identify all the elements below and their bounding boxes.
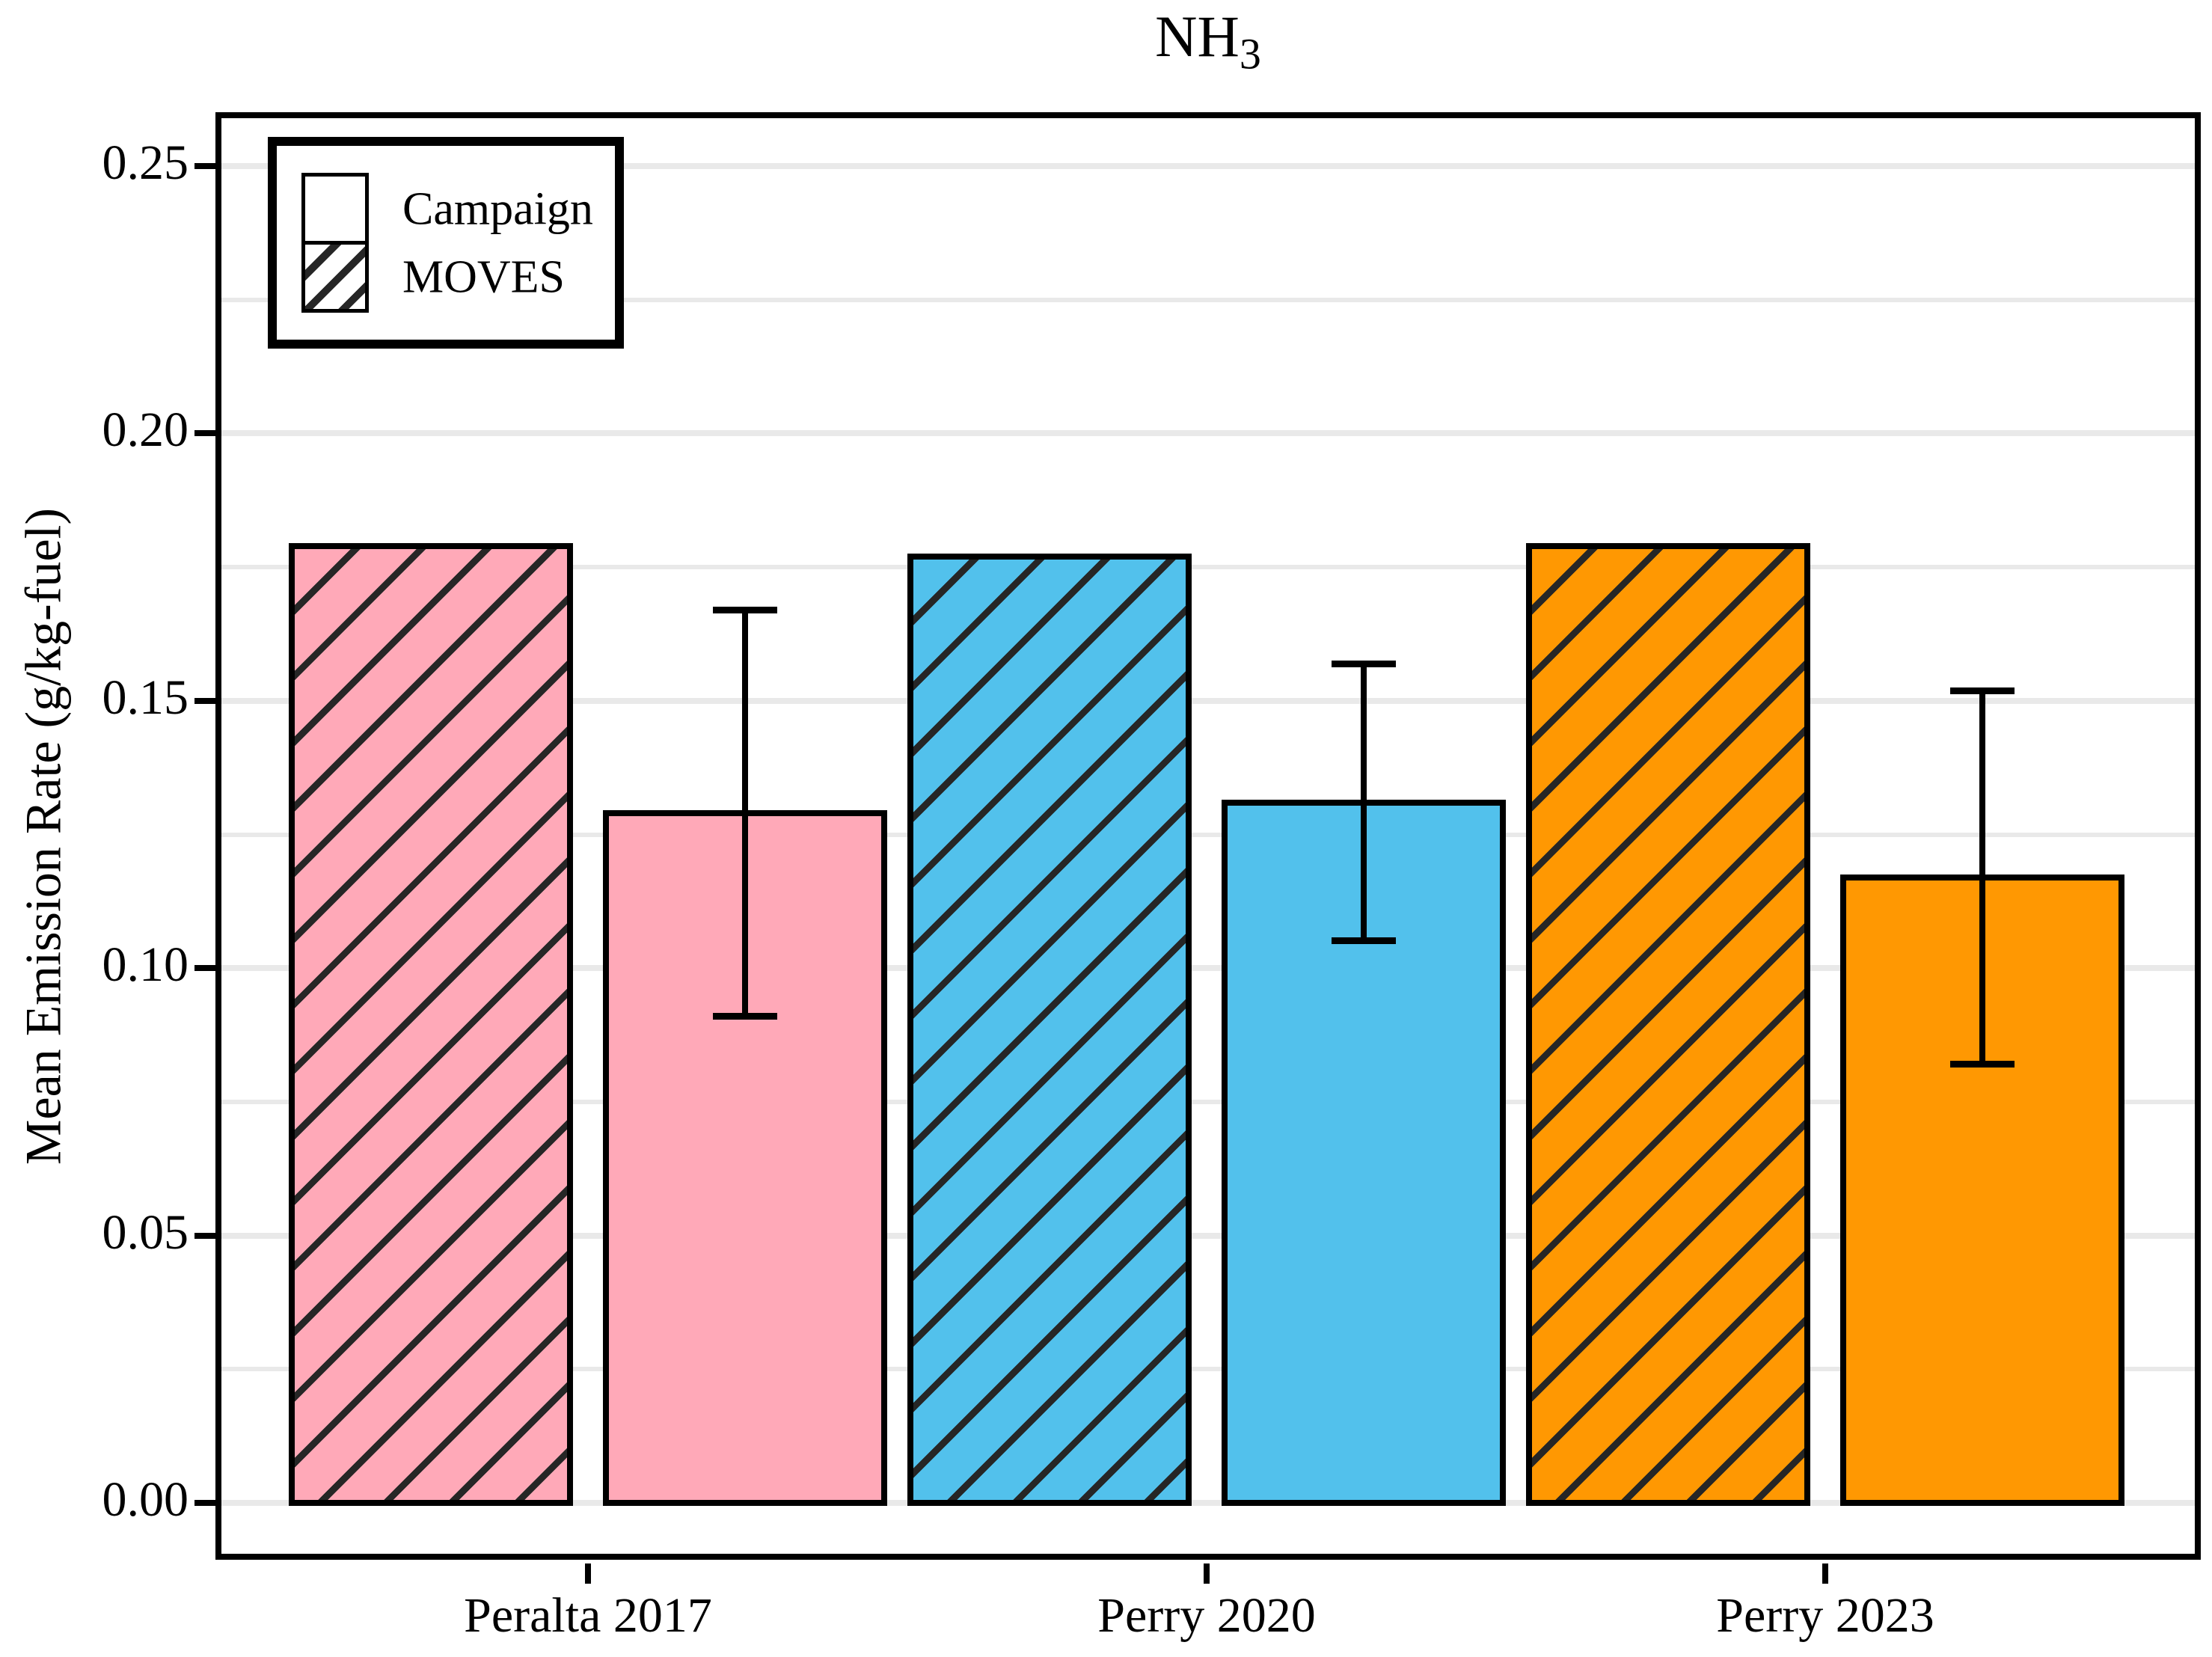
legend-label-campaign: Campaign <box>402 183 593 235</box>
y-axis-label: Mean Emission Rate (g/kg-fuel) <box>14 507 72 1166</box>
bar-moves-peralta-2017 <box>289 542 573 1506</box>
bar-moves-perry-2020 <box>907 553 1192 1506</box>
minor-gridline <box>221 565 2195 570</box>
minor-gridline <box>221 1099 2195 1104</box>
error-bar-cap-bottom-perry-2020 <box>1332 937 1396 945</box>
y-axis-tick <box>194 697 215 704</box>
error-bar-line-perry-2023 <box>1979 690 1985 1065</box>
y-axis-tick <box>194 163 215 169</box>
major-gridline <box>221 163 2195 169</box>
chart-title: NH3 <box>1155 4 1261 78</box>
y-axis-tick-label: 0.05 <box>102 1204 189 1260</box>
major-gridline <box>221 1500 2195 1506</box>
bar-campaign-peralta-2017 <box>603 809 887 1506</box>
major-gridline <box>221 430 2195 437</box>
y-axis-tick-label: 0.25 <box>102 135 189 191</box>
x-axis-tick-label-perry-2020: Perry 2020 <box>1097 1588 1316 1643</box>
x-axis-tick-label-perry-2023: Perry 2023 <box>1716 1588 1934 1643</box>
y-axis-tick <box>194 430 215 437</box>
minor-gridline <box>221 1367 2195 1372</box>
chart-title-main: NH <box>1155 4 1240 69</box>
legend: Campaign MOVES <box>268 137 624 349</box>
y-axis-tick <box>194 965 215 972</box>
legend-swatch-moves-hatched <box>301 241 369 313</box>
x-axis-tick <box>1822 1563 1828 1584</box>
error-bar-cap-bottom-peralta-2017 <box>713 1012 777 1020</box>
y-axis-tick <box>194 1500 215 1506</box>
x-axis-tick <box>1204 1563 1210 1584</box>
y-axis-tick-label: 0.10 <box>102 937 189 993</box>
bar-moves-perry-2023 <box>1526 542 1810 1506</box>
major-gridline <box>221 965 2195 972</box>
x-axis-tick <box>585 1563 591 1584</box>
error-bar-cap-top-perry-2023 <box>1950 687 2015 694</box>
y-axis-tick-label: 0.00 <box>102 1472 189 1528</box>
chart-title-subscript: 3 <box>1239 29 1261 79</box>
error-bar-cap-bottom-perry-2023 <box>1950 1060 2015 1068</box>
error-bar-cap-top-perry-2020 <box>1332 660 1396 667</box>
y-axis-tick-label: 0.20 <box>102 402 189 458</box>
error-bar-line-peralta-2017 <box>742 610 748 1017</box>
y-axis-tick-label: 0.15 <box>102 670 189 725</box>
minor-gridline <box>221 297 2195 302</box>
minor-gridline <box>221 832 2195 837</box>
legend-label-moves: MOVES <box>402 251 566 303</box>
bar-campaign-perry-2023 <box>1840 874 2124 1506</box>
major-gridline <box>221 1232 2195 1239</box>
major-gridline <box>221 697 2195 704</box>
legend-swatch-campaign <box>301 173 369 245</box>
y-axis-tick <box>194 1232 215 1239</box>
error-bar-cap-top-peralta-2017 <box>713 607 777 614</box>
error-bar-line-perry-2020 <box>1361 663 1367 942</box>
x-axis-tick-label-peralta-2017: Peralta 2017 <box>464 1588 712 1643</box>
